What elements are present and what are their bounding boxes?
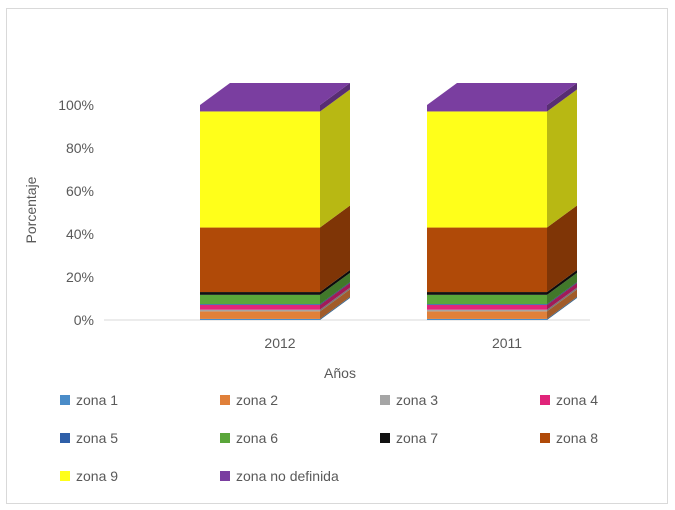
y-tick-label: 100% [58,97,94,113]
legend-swatch [60,471,70,481]
bar-segment [427,111,547,228]
bar-segment [200,318,320,320]
legend-label: zona 7 [396,430,439,446]
bar-segment [427,311,547,319]
legend-item: zona 6 [220,430,278,446]
bar-segment [427,105,547,112]
bar-segment [200,292,320,295]
bar-segment-side [320,272,350,305]
bar-segment-side [320,282,350,305]
bar-segment-side [320,296,350,320]
legend-label: zona 3 [396,392,439,408]
bar-segment-side [320,270,350,295]
legend-swatch [220,395,230,405]
bar-stack-2011 [427,83,577,320]
legend-item: zona 3 [380,392,438,408]
legend-label: zona 4 [556,392,599,408]
bar-segment-side [547,282,577,305]
bar-segment-side [547,272,577,305]
bar-segment-side [547,296,577,320]
bar-segment-side [320,205,350,293]
bar-segment-side [320,83,350,112]
x-tick-label: 2012 [264,335,295,351]
legend-swatch [380,395,390,405]
y-tick-label: 0% [74,312,94,328]
legend-swatch [220,471,230,481]
legend-label: zona 9 [76,468,119,484]
legend-swatch [540,395,550,405]
bar-segment-side [547,270,577,295]
y-tick-label: 40% [66,226,94,242]
bar-segment-side [547,289,577,319]
legend-swatch [220,433,230,443]
bar-segment [200,227,320,293]
x-axis-title: Años [324,365,356,381]
bar-segment [200,294,320,305]
bar-segment-side [547,89,577,228]
legend-label: zona 1 [76,392,119,408]
y-tick-label: 80% [66,140,94,156]
legend-item: zona 2 [220,392,278,408]
bar-segment [427,294,547,305]
bar-segment-side [547,205,577,293]
bar-segment [427,304,547,310]
y-tick-label: 20% [66,269,94,285]
legend-swatch [60,433,70,443]
bar-segment [427,304,547,305]
x-tick-label: 2011 [492,335,522,351]
bar-segment-side [320,289,350,319]
bar-segment-side [320,282,350,310]
bar-segment-side [547,282,577,310]
legend-label: zona no definida [236,468,339,484]
legend-label: zona 8 [556,430,599,446]
bar-segment [427,309,547,312]
legend-label: zona 2 [236,392,279,408]
legend-label: zona 5 [76,430,119,446]
bar-segment-side [547,83,577,112]
y-tick-label: 60% [66,183,94,199]
bar-top-face [200,83,350,105]
legend-item: zona 8 [540,430,598,446]
legend-swatch [540,433,550,443]
bar-segment [427,292,547,295]
bar-segment [427,227,547,293]
bar-segment [200,105,320,112]
legend-item: zona 1 [60,392,118,408]
bar-segment-side [320,287,350,312]
bar-segment [200,304,320,310]
bar-segment [200,309,320,312]
legend-swatch [60,395,70,405]
legend-item: zona 9 [60,468,118,484]
legend-item: zona 7 [380,430,438,446]
bar-stack-2012 [200,83,350,320]
legend-item: zona 5 [60,430,118,446]
legend-swatch [380,433,390,443]
bar-segment [200,111,320,228]
bar-segment-side [320,89,350,228]
bar-segment [427,318,547,320]
legend-label: zona 6 [236,430,279,446]
legend-item: zona 4 [540,392,598,408]
bar-top-face [427,83,577,105]
legend-item: zona no definida [220,468,339,484]
bar-segment-side [547,287,577,312]
bar-segment [200,304,320,305]
y-axis-title: Porcentaje [23,176,39,243]
bar-segment [200,311,320,319]
